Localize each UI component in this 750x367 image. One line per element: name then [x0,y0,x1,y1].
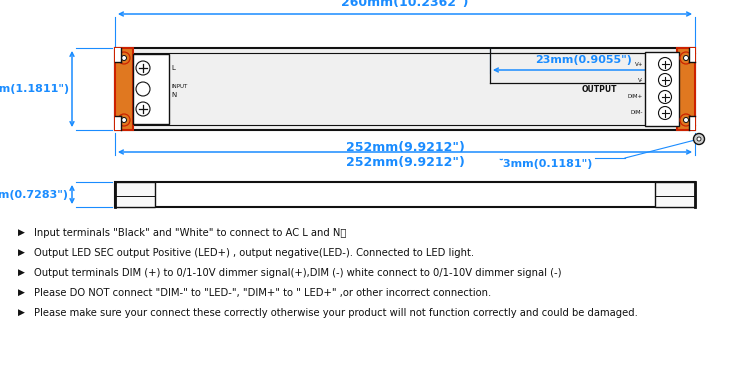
Bar [115,48,133,130]
Circle shape [136,82,150,96]
Circle shape [694,134,704,145]
Bar [677,48,695,130]
Circle shape [658,106,671,120]
Bar [645,52,679,126]
Text: 252mm(9.9212"): 252mm(9.9212") [346,141,464,154]
Text: Please make sure your connect these correctly otherwise your product will not fu: Please make sure your connect these corr… [34,308,638,318]
Circle shape [122,117,127,123]
Circle shape [122,55,127,61]
Bar [115,182,695,207]
Text: 252mm(9.9212"): 252mm(9.9212") [346,156,464,169]
Circle shape [697,137,701,141]
Bar [689,116,695,130]
Text: ▶: ▶ [18,308,25,317]
Text: DIM+: DIM+ [628,94,643,99]
Text: ▶: ▶ [18,248,25,257]
Text: V+: V+ [634,62,643,66]
Circle shape [118,52,130,64]
Bar [115,182,155,207]
Text: Please DO NOT connect "DIM-" to "LED-", "DIM+" to " LED+" ,or other incorrect co: Please DO NOT connect "DIM-" to "LED-", … [34,288,491,298]
Text: Output LED SEC output Positive (LED+) , output negative(LED-). Connected to LED : Output LED SEC output Positive (LED+) , … [34,248,474,258]
Circle shape [683,117,688,123]
Circle shape [136,61,150,75]
Text: Input terminals "Black" and "White" to connect to AC L and N⏐: Input terminals "Black" and "White" to c… [34,228,346,238]
Circle shape [658,73,671,87]
Text: Output terminals DIM (+) to 0/1-10V dimmer signal(+),DIM (-) white connect to 0/: Output terminals DIM (+) to 0/1-10V dimm… [34,268,562,278]
Text: V-: V- [638,77,643,83]
Bar [689,48,695,62]
Text: 23mm(0.9055"): 23mm(0.9055") [535,55,632,65]
Text: ▶: ▶ [18,288,25,297]
Text: INPUT: INPUT [171,84,188,90]
Circle shape [658,58,671,70]
Bar [115,116,121,130]
Text: OUTPUT: OUTPUT [581,84,617,94]
Circle shape [683,55,688,61]
Bar [133,54,169,124]
Text: 18.5mm(0.7283"): 18.5mm(0.7283") [0,189,69,200]
Circle shape [118,114,130,126]
Bar [115,48,695,130]
Circle shape [680,114,692,126]
Text: N: N [171,92,176,98]
Text: DIM-: DIM- [631,110,643,116]
Text: ▶: ▶ [18,268,25,277]
Text: ▶: ▶ [18,228,25,237]
Bar [115,48,121,62]
Text: 30mm(1.1811"): 30mm(1.1811") [0,84,69,94]
Circle shape [680,52,692,64]
Text: 260mm(10.2362"): 260mm(10.2362") [341,0,469,9]
Circle shape [658,91,671,103]
Text: ̆3mm(0.1181"): ̆3mm(0.1181") [504,159,593,169]
Bar [655,182,695,207]
Text: L: L [171,65,175,71]
Circle shape [136,102,150,116]
